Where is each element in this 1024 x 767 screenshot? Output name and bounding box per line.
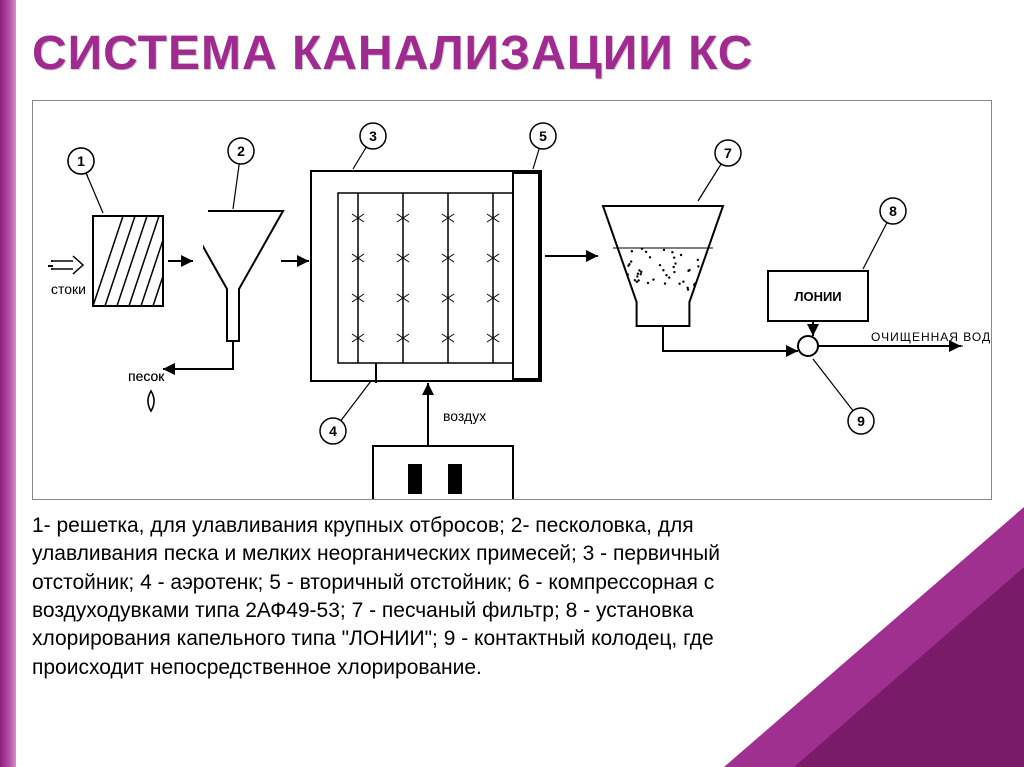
slide-accent-border	[0, 0, 16, 767]
svg-text:5: 5	[539, 128, 547, 144]
svg-text:7: 7	[724, 145, 732, 161]
node-8: ЛОНИИ 8	[768, 198, 906, 321]
svg-text:стоки: стоки	[51, 281, 86, 297]
svg-text:8: 8	[889, 203, 897, 219]
svg-text:ОЧИЩЕННАЯ ВОДА: ОЧИЩЕННАЯ ВОДА	[871, 330, 991, 344]
diagram-legend: 1- решетка, для улавливания крупных отбр…	[32, 512, 772, 682]
node-5: 5	[513, 123, 556, 379]
svg-text:9: 9	[857, 413, 865, 429]
corner-decoration-inner	[794, 567, 1024, 767]
svg-text:1: 1	[77, 153, 85, 169]
svg-text:воздух: воздух	[443, 408, 486, 424]
node-9: 9	[798, 336, 874, 434]
node-7: 7	[603, 140, 741, 326]
page-title: СИСТЕМА КАНАЛИЗАЦИИ КС	[32, 26, 753, 81]
node-6: 6	[373, 446, 541, 499]
sewage-system-diagram: стоки песок воздух ОЧИЩЕННАЯ ВОДА 1 2 3 4 5 6 7 ЛОН…	[32, 100, 992, 500]
svg-text:песок: песок	[128, 368, 165, 384]
svg-text:ЛОНИИ: ЛОНИИ	[794, 289, 841, 304]
svg-text:3: 3	[369, 128, 377, 144]
node-3: 3	[311, 123, 541, 381]
svg-text:2: 2	[237, 143, 245, 159]
svg-text:4: 4	[329, 423, 337, 439]
